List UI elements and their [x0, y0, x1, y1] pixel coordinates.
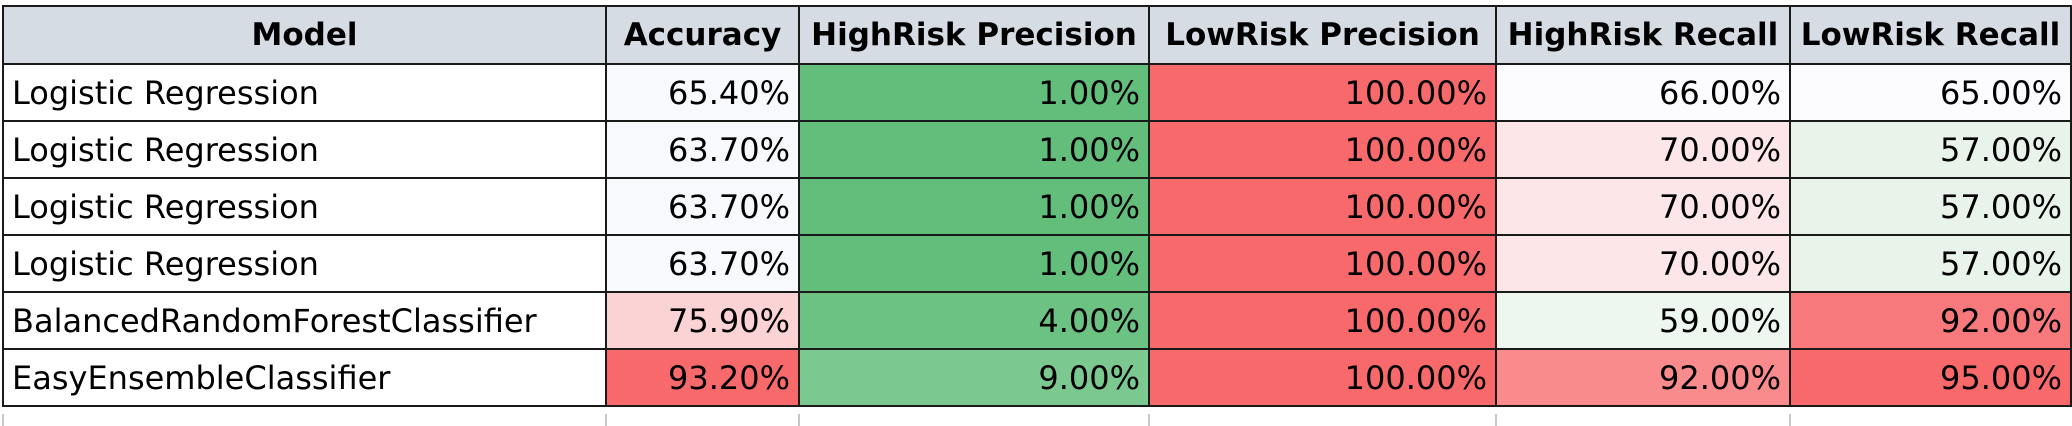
cell-highrisk-precision[interactable]: 1.00% — [798, 63, 1150, 122]
table-row: BalancedRandomForestClassifier 75.90% 4.… — [2, 291, 2072, 350]
cell-accuracy[interactable]: 93.20% — [605, 348, 800, 407]
cell-highrisk-precision[interactable]: 1.00% — [798, 120, 1150, 179]
cell-highrisk-precision[interactable]: 1.00% — [798, 234, 1150, 293]
header-highrisk-precision[interactable]: HighRisk Precision — [798, 5, 1150, 65]
cell-lowrisk-recall[interactable]: 65.00% — [1789, 63, 2072, 122]
header-lowrisk-recall[interactable]: LowRisk Recall — [1789, 5, 2072, 65]
cell-lowrisk-recall[interactable]: 57.00% — [1789, 177, 2072, 236]
cell-model[interactable]: Logistic Regression — [2, 120, 607, 179]
header-accuracy[interactable]: Accuracy — [605, 5, 800, 65]
header-highrisk-recall[interactable]: HighRisk Recall — [1495, 5, 1791, 65]
gridline — [605, 414, 607, 426]
next-row-gridlines — [2, 414, 2070, 426]
cell-accuracy[interactable]: 65.40% — [605, 63, 800, 122]
cell-accuracy[interactable]: 63.70% — [605, 177, 800, 236]
cell-model[interactable]: BalancedRandomForestClassifier — [2, 291, 607, 350]
cell-model[interactable]: Logistic Regression — [2, 63, 607, 122]
cell-highrisk-recall[interactable]: 70.00% — [1495, 120, 1791, 179]
gridline — [1148, 414, 1150, 426]
cell-highrisk-recall[interactable]: 92.00% — [1495, 348, 1791, 407]
cell-lowrisk-precision[interactable]: 100.00% — [1148, 234, 1497, 293]
gridline — [1789, 414, 1791, 426]
cell-highrisk-recall[interactable]: 70.00% — [1495, 177, 1791, 236]
gridline — [1495, 414, 1497, 426]
table-row: Logistic Regression 63.70% 1.00% 100.00%… — [2, 234, 2072, 293]
cell-lowrisk-precision[interactable]: 100.00% — [1148, 63, 1497, 122]
cell-highrisk-precision[interactable]: 9.00% — [798, 348, 1150, 407]
header-model[interactable]: Model — [2, 5, 607, 65]
cell-lowrisk-recall[interactable]: 57.00% — [1789, 234, 2072, 293]
cell-model[interactable]: EasyEnsembleClassifier — [2, 348, 607, 407]
gridline — [798, 414, 800, 426]
cell-model[interactable]: Logistic Regression — [2, 177, 607, 236]
cell-highrisk-precision[interactable]: 4.00% — [798, 291, 1150, 350]
cell-accuracy[interactable]: 63.70% — [605, 234, 800, 293]
cell-lowrisk-recall[interactable]: 92.00% — [1789, 291, 2072, 350]
table-row: EasyEnsembleClassifier 93.20% 9.00% 100.… — [2, 348, 2072, 407]
header-row: Model Accuracy HighRisk Precision LowRis… — [2, 5, 2072, 65]
table-row: Logistic Regression 63.70% 1.00% 100.00%… — [2, 177, 2072, 236]
header-lowrisk-precision[interactable]: LowRisk Precision — [1148, 5, 1497, 65]
gridline — [2, 414, 4, 426]
cell-highrisk-recall[interactable]: 66.00% — [1495, 63, 1791, 122]
cell-lowrisk-precision[interactable]: 100.00% — [1148, 177, 1497, 236]
cell-lowrisk-precision[interactable]: 100.00% — [1148, 348, 1497, 407]
cell-accuracy[interactable]: 75.90% — [605, 291, 800, 350]
cell-lowrisk-precision[interactable]: 100.00% — [1148, 291, 1497, 350]
cell-highrisk-recall[interactable]: 70.00% — [1495, 234, 1791, 293]
model-metrics-table: Model Accuracy HighRisk Precision LowRis… — [2, 5, 2072, 407]
cell-highrisk-precision[interactable]: 1.00% — [798, 177, 1150, 236]
cell-lowrisk-precision[interactable]: 100.00% — [1148, 120, 1497, 179]
cell-highrisk-recall[interactable]: 59.00% — [1495, 291, 1791, 350]
cell-lowrisk-recall[interactable]: 57.00% — [1789, 120, 2072, 179]
cell-accuracy[interactable]: 63.70% — [605, 120, 800, 179]
cell-model[interactable]: Logistic Regression — [2, 234, 607, 293]
cell-lowrisk-recall[interactable]: 95.00% — [1789, 348, 2072, 407]
table-row: Logistic Regression 63.70% 1.00% 100.00%… — [2, 120, 2072, 179]
table-row: Logistic Regression 65.40% 1.00% 100.00%… — [2, 63, 2072, 122]
